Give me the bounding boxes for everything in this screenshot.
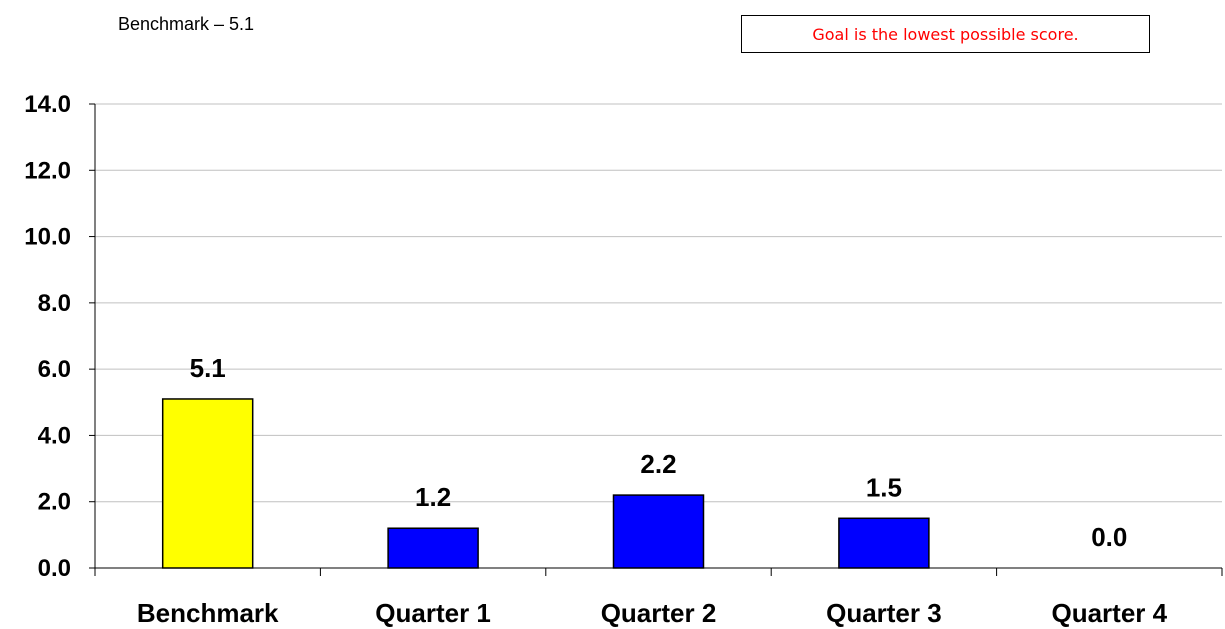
x-category-label: Quarter 4: [1051, 598, 1167, 628]
gridlines: [95, 103, 1222, 503]
y-tick-label: 6.0: [38, 356, 71, 383]
bar-quarter-3: [838, 517, 930, 569]
y-tick-label: 4.0: [38, 422, 71, 449]
y-tick-label: 2.0: [38, 489, 71, 516]
y-tick-label: 14.0: [24, 91, 71, 118]
data-label: 1.5: [866, 472, 902, 502]
data-label: 1.2: [415, 482, 451, 512]
bars: [161, 398, 930, 569]
benchmark-note: Benchmark – 5.1: [118, 14, 255, 34]
data-label: 2.2: [640, 449, 676, 479]
x-category-label: Quarter 2: [601, 598, 717, 628]
bar-quarter-1: [387, 527, 479, 569]
labels: 0.0 2.0 4.0 6.0 8.0 10.0 12.0 14.0 5.1 Benchmark 1…: [24, 91, 1167, 628]
data-label: 5.1: [190, 353, 226, 383]
y-tick-label: 0.0: [38, 555, 71, 582]
x-category-label: Quarter 3: [826, 598, 942, 628]
x-category-label: Benchmark: [137, 598, 279, 628]
bar-quarter-2: [612, 494, 705, 569]
y-tick-label: 12.0: [24, 157, 71, 184]
bar-benchmark: [161, 398, 254, 569]
y-tick-label: 8.0: [38, 290, 71, 317]
x-category-label: Quarter 1: [375, 598, 491, 628]
y-tick-label: 10.0: [24, 224, 71, 251]
goal-note-box: Goal is the lowest possible score.: [741, 15, 1150, 53]
data-label: 0.0: [1091, 522, 1127, 552]
